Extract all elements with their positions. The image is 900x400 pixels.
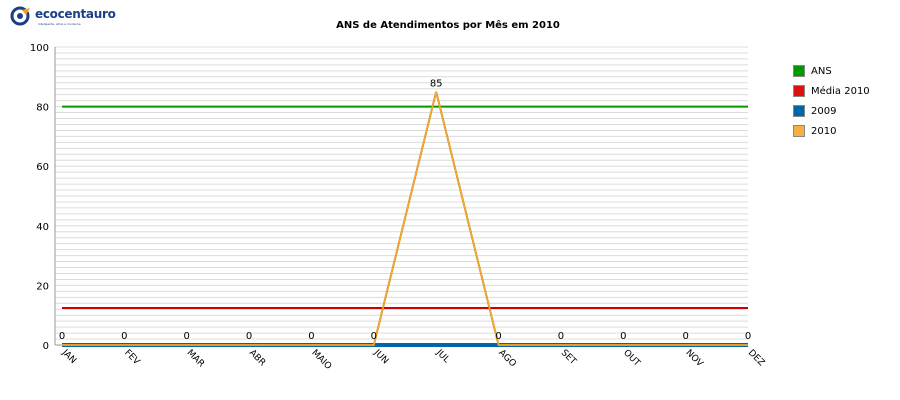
x-tick-label: JUN — [371, 347, 390, 366]
chart-legend: ANS Média 2010 2009 2010 — [793, 61, 870, 141]
x-tick-label: ABR — [247, 348, 267, 368]
y-tick-label: 60 — [36, 162, 49, 173]
legend-item-2009: 2009 — [793, 101, 870, 121]
legend-swatch-2010 — [793, 125, 805, 137]
x-tick-label: DEZ — [746, 348, 766, 368]
legend-item-2010: 2010 — [793, 121, 870, 141]
legend-label-ans: ANS — [811, 65, 832, 77]
ecocentauro-logo: ecocentauro inteligente, ética e moderna — [10, 5, 116, 27]
y-tick-label: 80 — [36, 103, 49, 114]
x-tick-label: JUL — [433, 347, 451, 365]
y-tick-label: 40 — [36, 222, 49, 233]
x-tick-label: OUT — [621, 348, 642, 369]
data-label: 0 — [371, 331, 377, 342]
legend-label-2010: 2010 — [811, 125, 837, 137]
data-label: 0 — [682, 331, 688, 342]
y-tick-label: 0 — [43, 341, 49, 352]
legend-swatch-ans — [793, 65, 805, 77]
data-label: 85 — [430, 79, 443, 90]
legend-item-ans: ANS — [793, 61, 870, 81]
data-label: 0 — [246, 331, 252, 342]
data-label: 0 — [745, 331, 751, 342]
y-tick-label: 100 — [30, 43, 49, 54]
data-label: 0 — [184, 331, 190, 342]
data-label: 0 — [308, 331, 314, 342]
legend-label-2009: 2009 — [811, 105, 837, 117]
data-label: 0 — [495, 331, 501, 342]
x-tick-label: FEV — [122, 348, 142, 368]
x-tick-label: MAR — [185, 348, 206, 369]
data-label: 0 — [620, 331, 626, 342]
x-tick-label: AGO — [496, 348, 517, 369]
legend-item-media-2010: Média 2010 — [793, 81, 870, 101]
legend-swatch-2009 — [793, 105, 805, 117]
data-label: 0 — [558, 331, 564, 342]
y-tick-label: 20 — [36, 281, 49, 292]
x-tick-label: SET — [559, 348, 578, 367]
legend-swatch-media-2010 — [793, 85, 805, 97]
chart-title: ANS de Atendimentos por Mês em 2010 — [336, 19, 560, 31]
data-label: 0 — [121, 331, 127, 342]
legend-label-media-2010: Média 2010 — [811, 85, 870, 97]
x-tick-label: JAN — [59, 347, 78, 366]
x-tick-label: MAIO — [309, 348, 333, 372]
x-tick-label: NOV — [684, 348, 706, 370]
ecocentauro-logo-icon — [10, 6, 30, 26]
series-line-2010-highlight — [62, 91, 748, 346]
data-label: 0 — [59, 331, 65, 342]
logo-text: ecocentauro — [35, 7, 116, 21]
logo-tagline: inteligente, ética e moderna — [38, 22, 81, 26]
